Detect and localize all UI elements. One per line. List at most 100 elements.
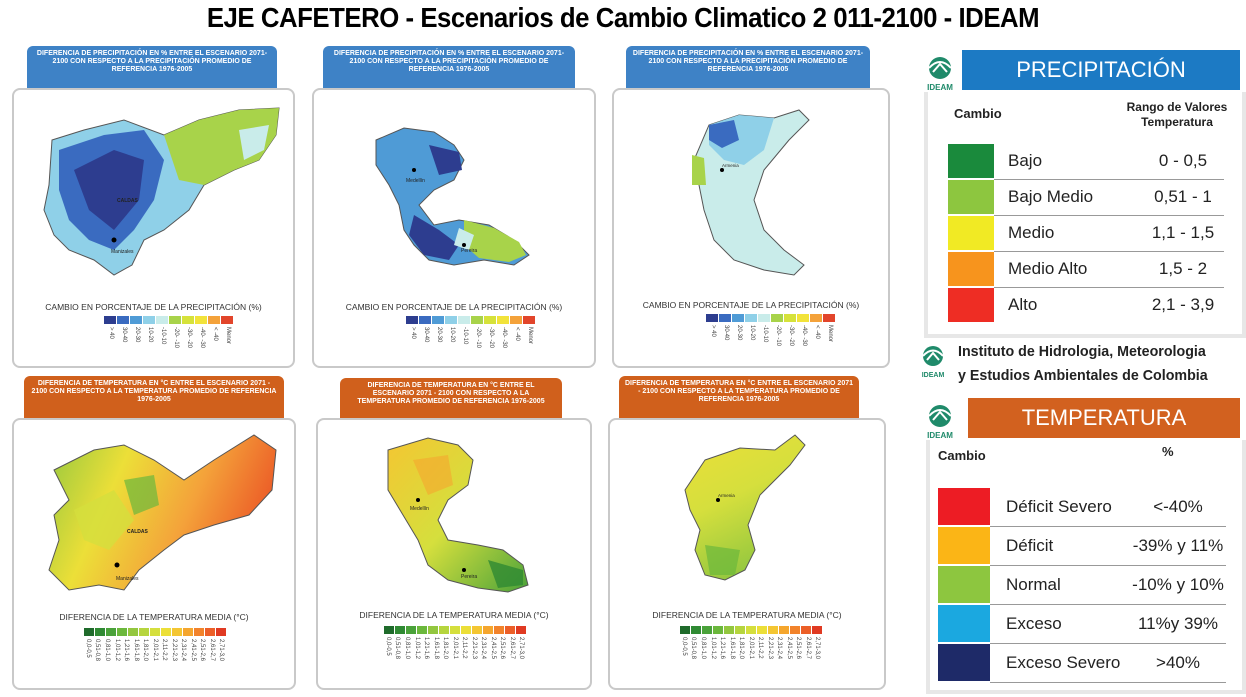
scale-swatch	[139, 628, 149, 636]
scale-label: 2,31-2,4	[180, 639, 187, 662]
scale-label: 0,81-1,0	[700, 637, 706, 660]
legend-swatch	[938, 488, 990, 525]
scale-swatch	[208, 316, 220, 324]
scale-swatch	[406, 316, 418, 324]
legend-divider	[994, 287, 1224, 288]
scale-label: < -40	[514, 327, 520, 341]
legend-divider	[990, 682, 1226, 683]
scale-swatch	[691, 626, 701, 634]
legend-divider	[990, 643, 1226, 644]
panel-header: DIFERENCIA DE TEMPERATURA EN °C ENTRE EL…	[619, 376, 859, 418]
scale-swatch	[95, 628, 105, 636]
scale-swatch	[130, 316, 142, 324]
scale-label: -10-10	[462, 327, 468, 345]
map-frame: Medellín Pereira CAMBIO EN PORCENTAJE DE…	[312, 88, 596, 368]
antioquia-temp-map: Medellín Pereira	[387, 437, 529, 593]
scale-swatch	[384, 626, 394, 634]
scale-label: 2,51-2,6	[499, 637, 506, 660]
scale-swatch	[161, 628, 171, 636]
scale-label: 0,51-0,8	[94, 639, 101, 662]
scale-label: 2,61-2,7	[208, 639, 215, 662]
scale-swatch	[183, 628, 193, 636]
map-frame: Manizales CALDAS DIFERENCIA DE LA TEMPER…	[12, 418, 296, 690]
scale-swatch	[194, 628, 204, 636]
legend-col-range: Rango de Valores Temperatura	[1126, 100, 1228, 129]
scale-label: 2,21-2,3	[766, 637, 773, 660]
map-caption: CAMBIO EN PORCENTAJE DE LA PRECIPITACIÓN…	[345, 302, 563, 312]
scale-label: 0,81-1,0	[404, 637, 410, 660]
map-label-city: Pereira	[461, 248, 477, 254]
scale-swatch	[439, 626, 449, 634]
scale-label: 2,41-2,5	[189, 639, 196, 662]
scale-label: 0,0-0,5	[84, 639, 91, 658]
scale-swatch	[758, 314, 770, 322]
scale-label: 0,0-0,5	[384, 637, 391, 656]
legend-range: >40%	[1156, 653, 1200, 672]
map-label-dept: CALDAS	[117, 198, 138, 204]
scale-label: -20- -10	[775, 325, 781, 347]
scale-swatch	[771, 314, 783, 322]
antioquia-precip-map: Medellín Pereira	[375, 127, 530, 266]
ideam-logo-icon: IDEAM	[927, 57, 953, 92]
scale-swatch	[150, 628, 160, 636]
scale-label: 1,01-1,2	[709, 637, 716, 660]
scale-swatch	[182, 316, 194, 324]
map-frame: Medellín Pereira DIFERENCIA DE LA TEMPER…	[316, 418, 592, 690]
scale-swatch	[724, 626, 734, 634]
scale-swatch	[128, 628, 138, 636]
map-frame: Manizales CALDAS CAMBIO EN PORCENTAJE DE…	[12, 88, 295, 368]
scale-swatch	[732, 314, 744, 322]
institute-line-1: Instituto de Hidrologia, Meteorologia	[958, 343, 1206, 360]
legend-range: -10% y 10%	[1132, 575, 1224, 594]
scale-swatch	[706, 314, 718, 322]
quindio-precip-map: Armenia	[692, 109, 810, 276]
scale-swatch	[106, 628, 116, 636]
logo-text: IDEAM	[927, 431, 953, 440]
map-frame: Armenia DIFERENCIA DE LA TEMPERATURA MED…	[608, 418, 886, 690]
legend-swatch	[948, 288, 994, 322]
scale-swatch	[461, 626, 471, 634]
scale-label: 2,11-2,2	[757, 637, 764, 659]
scale-label: 1,81-2,0	[442, 637, 449, 660]
scale-label: -40- -30	[801, 325, 807, 347]
scale-swatch	[483, 626, 493, 634]
scale-label: 2,71-3,0	[518, 637, 525, 660]
legend-label: Medio	[1008, 223, 1055, 242]
scale-label: -10-10	[160, 327, 166, 345]
scale-label: 1,61-1,8	[132, 639, 139, 662]
scale-swatch	[432, 316, 444, 324]
scale-label: 20-30	[134, 327, 140, 343]
map-label-city: Manizales	[116, 576, 139, 582]
precip-legend-heading: PRECIPITACIÓN	[962, 50, 1240, 90]
legend-label: Bajo	[1008, 151, 1043, 170]
scale-swatch	[735, 626, 745, 634]
scale-label: 2,51-2,6	[199, 639, 206, 662]
scale-label: 2,11-2,2	[161, 639, 168, 661]
legend-swatch	[938, 605, 990, 642]
legend-divider	[990, 604, 1226, 605]
legend-swatch	[938, 527, 990, 564]
scale-label: 2,21-2,3	[470, 637, 477, 660]
temp-legend-box: Cambio % Déficit Severo <-40% Déficit -39% …	[926, 440, 1246, 694]
map-label-city: Pereira	[461, 574, 477, 580]
map-caption: CAMBIO EN PORCENTAJE DE LA PRECIPITACIÓN…	[45, 302, 262, 312]
scale-swatch	[205, 628, 215, 636]
legend-range: 11%y 39%	[1137, 614, 1218, 633]
scale-swatch	[104, 316, 116, 324]
scale-swatch	[784, 314, 796, 322]
legend-divider	[990, 565, 1226, 566]
ideam-logo-icon: IDEAM	[922, 346, 945, 379]
scale-label: > 40	[410, 327, 416, 339]
scale-label: 2,01-2,1	[747, 637, 754, 660]
logo-text: IDEAM	[927, 83, 953, 92]
legend-col-change: Cambio	[938, 448, 986, 463]
legend-swatch	[948, 216, 994, 250]
legend-label: Exceso	[1006, 614, 1062, 633]
scale-label: 2,61-2,7	[508, 637, 515, 660]
scale-label: 2,21-2,3	[170, 639, 177, 662]
scale-label: 2,11-2,2	[461, 637, 468, 659]
map-caption: DIFERENCIA DE LA TEMPERATURA MEDIA (°C)	[652, 610, 842, 620]
scale-swatch	[713, 626, 723, 634]
logo-text: IDEAM	[922, 372, 945, 379]
scale-label: 2,31-2,4	[776, 637, 783, 660]
